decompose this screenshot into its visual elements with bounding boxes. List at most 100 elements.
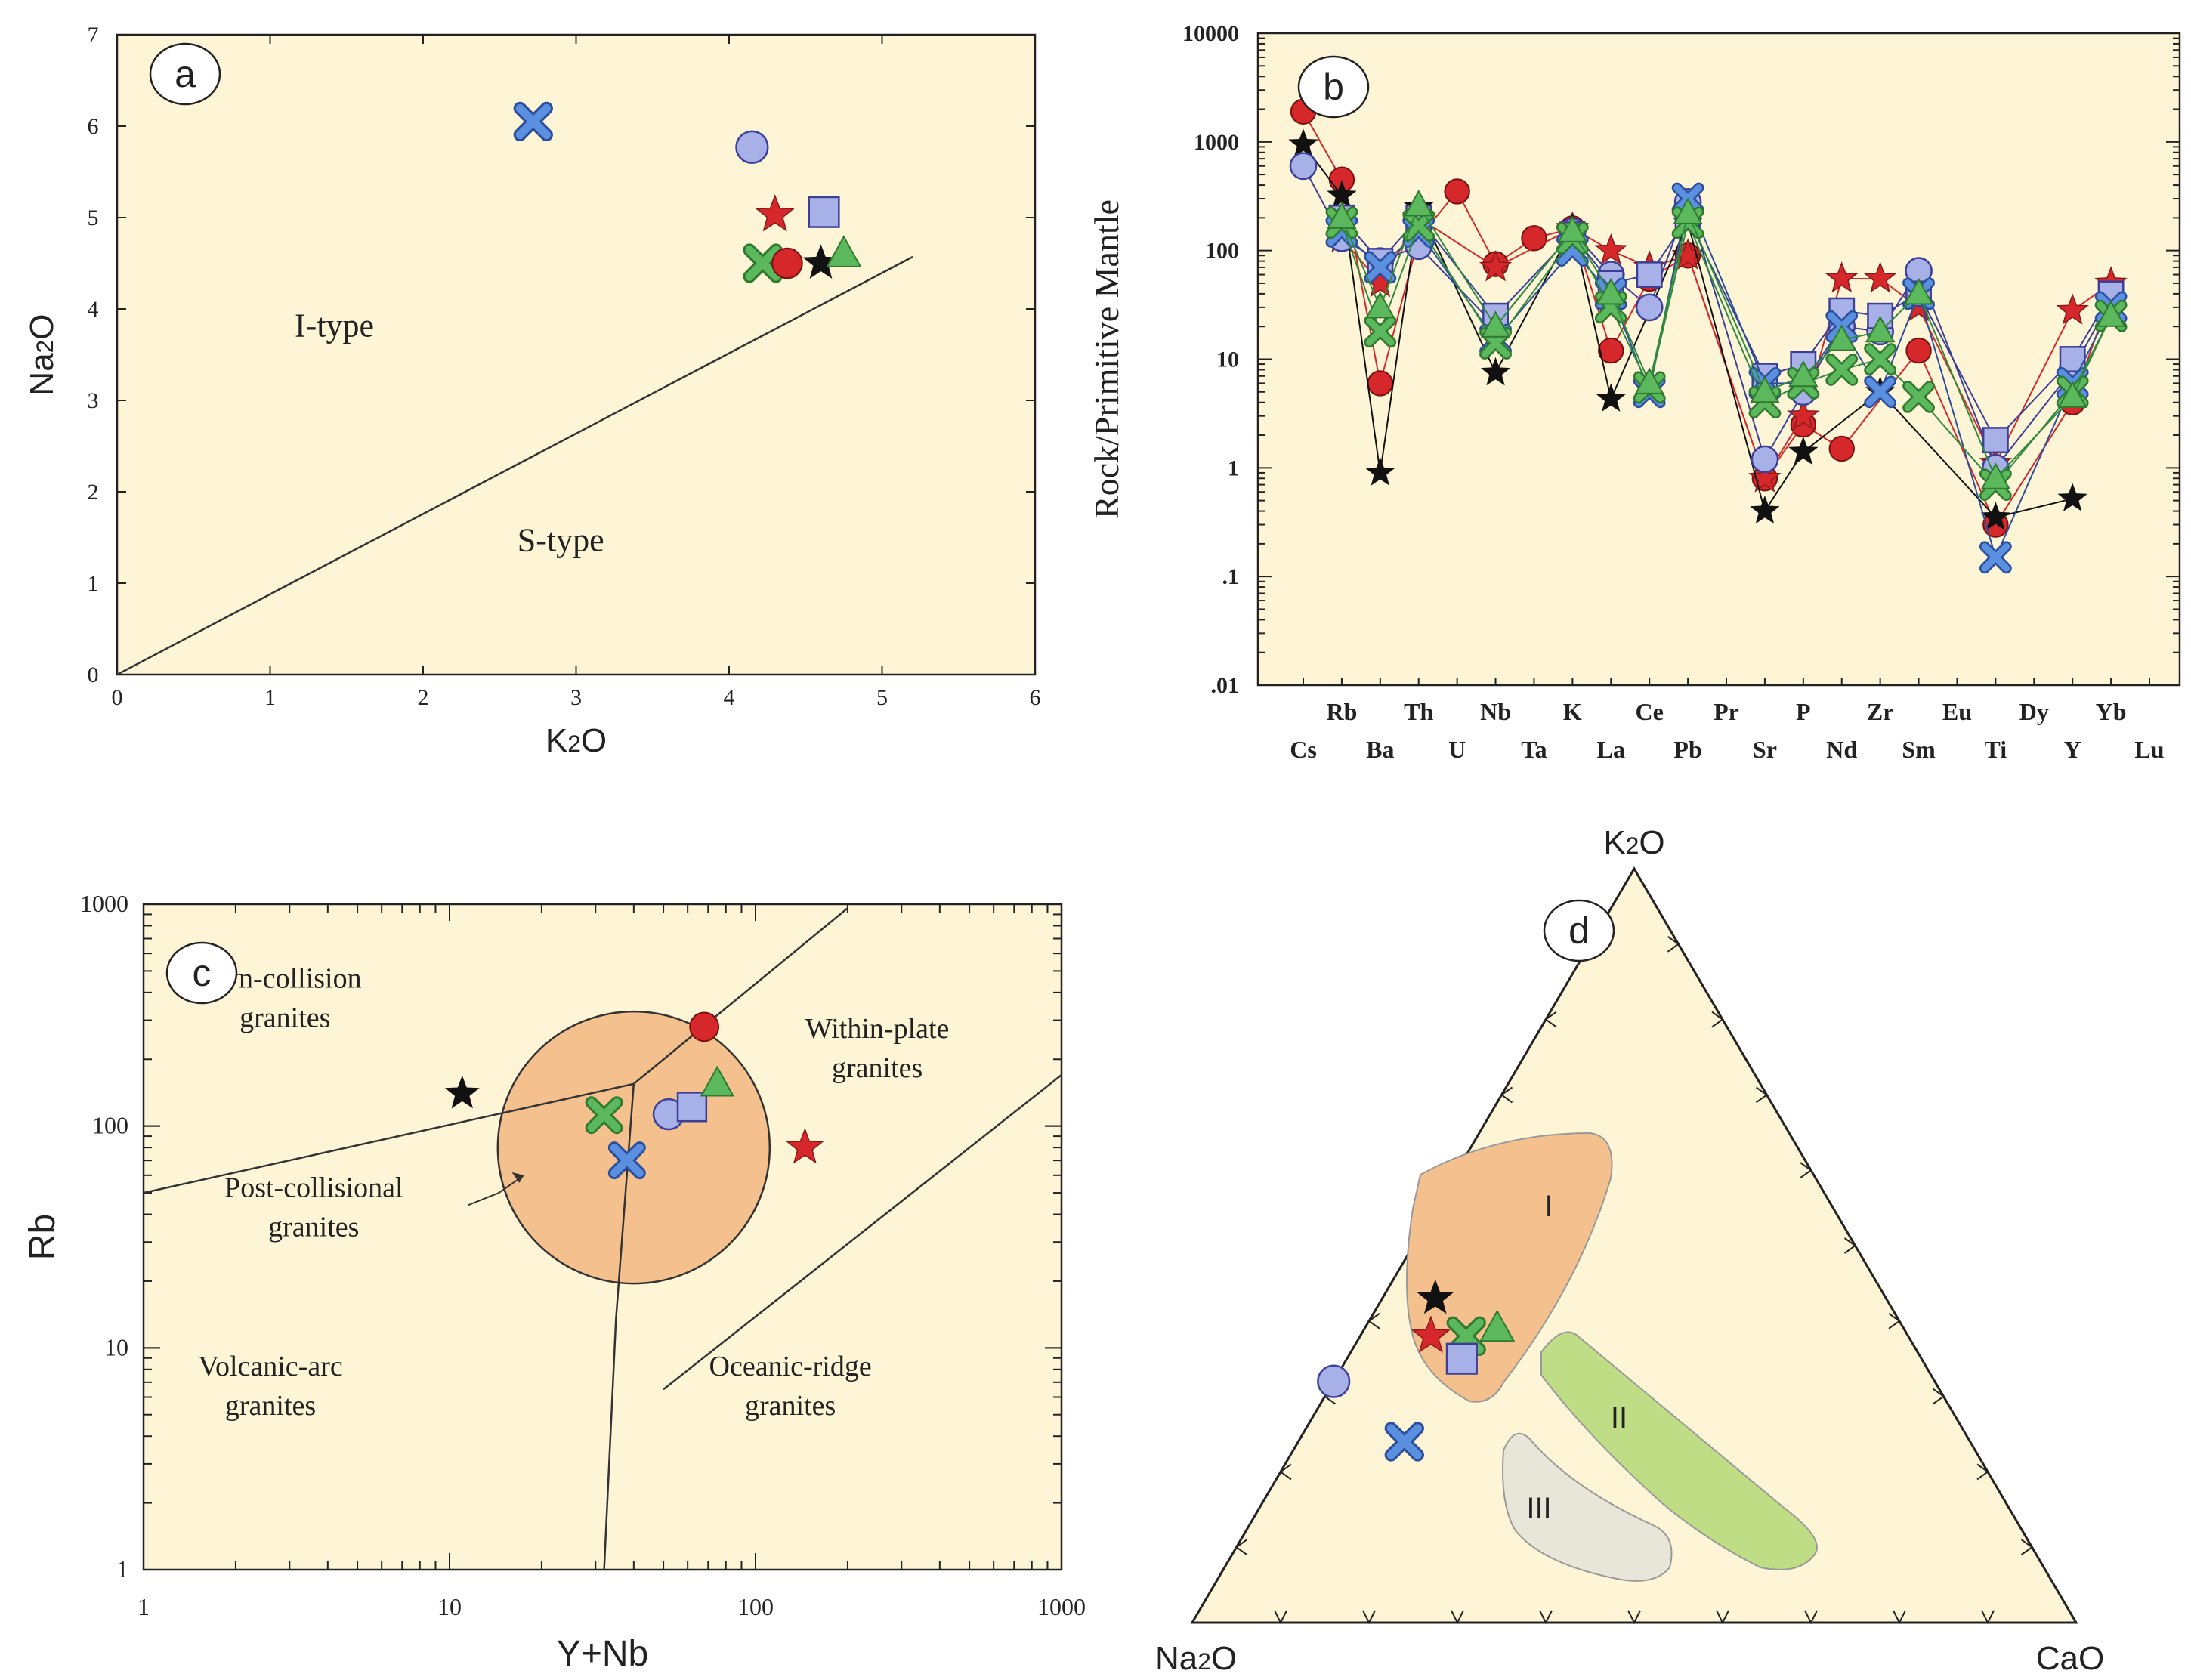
x-tick-label-top: K [1563,698,1582,725]
point-blue-cross [513,101,553,142]
point-green-triangle [1404,190,1434,217]
point-red-circle [1444,178,1470,205]
x-tick-label-top: Rb [1326,698,1357,725]
point-black-star [802,244,839,279]
point-green-triangle [826,235,862,267]
panel-label-text: b [1323,66,1344,108]
panel-label-text: d [1568,909,1590,952]
panel-label-circle [1543,899,1615,962]
panel-label-circle [1297,55,1370,119]
point-lilac-circle [1751,445,1779,474]
x-tick-label: 6 [1030,685,1041,710]
x-tick-label: 1 [264,685,276,710]
x-tick-label: 0 [112,685,123,710]
boundary-ocean-within [663,1074,1062,1391]
point-green-triangle [700,1065,735,1097]
x-tick-label: 10 [437,1593,462,1620]
point-red-circle [1521,225,1547,252]
point-lilac-square [1982,427,2009,454]
tick-right [1888,1312,1901,1329]
point-black-star [1980,502,2011,530]
tick-right [1667,935,1680,953]
point-red-star [1411,1315,1451,1353]
field-iii [1502,1432,1673,1582]
point-red-star [1825,261,1859,293]
x-tick-label-top: Th [1404,698,1433,725]
point-black-star [1288,128,1318,157]
point-blue-cross-fill [1386,1424,1422,1459]
y-tick-label: 1 [1228,456,1239,480]
tick-right [1976,1463,1989,1481]
x-tick-label-top: P [1796,698,1811,725]
point-blue-cross-fill [1981,542,2010,572]
x-tick-label: 1 [138,1593,150,1620]
point-red-star [1479,250,1513,282]
boundary-syn-within [633,907,848,1085]
y-axis-label: Na2O [23,313,60,395]
point-red-star [2056,293,2089,325]
point-green-triangle [1903,277,1934,305]
y-tick-label: 1000 [80,890,128,917]
point-red-circle [689,1011,720,1042]
point-red-circle [1367,370,1394,397]
panel-b: 10000 1000 100 10 1 .1 .01 Rb Th Nb K Ce Pr P Zr Eu Dy Yb… [1087,21,2181,763]
point-green-triangle [1480,310,1511,338]
point-green-triangle [2057,381,2087,408]
point-green-triangle [1865,315,1896,343]
x-tick-label-bottom: Lu [2134,736,2164,763]
panel-label-circle [165,941,238,1005]
tick-right [1800,1162,1812,1179]
tick-left [1500,1086,1513,1104]
panel-label-text: c [193,952,212,994]
point-green-cross [743,243,783,283]
boundary-syn-volcanic [143,1082,635,1194]
panel-c: 1 10 100 10001101001000Syn-collisiongranite… [23,890,1086,1674]
point-green-triangle [1479,1309,1516,1342]
x-tick-label-bottom: Nd [1826,736,1857,763]
apex-label-k2o: K2O [1603,824,1664,861]
x-tick-label-bottom: Sm [1902,736,1936,763]
point-green-cross [1864,343,1897,375]
point-green-cross [1902,380,1935,413]
point-red-star [755,193,795,232]
boundary-line [116,255,913,676]
point-blue-cross-fill [515,103,551,140]
x-tick-label-top: Ce [1636,698,1664,725]
series-line-green-cross [1340,220,2112,486]
tick-right [1755,1086,1769,1104]
y-tick-label: 10 [104,1333,128,1360]
y-tick-label: 1000 [1194,130,1239,155]
point-red-star [1748,461,1782,493]
point-blue-cross-fill [610,1144,644,1178]
point-blue-cross [607,1141,646,1180]
point-black-star [1788,436,1819,465]
field-label-ii: II [1611,1401,1627,1434]
x-tick-label: 5 [876,685,888,710]
y-tick-label: 10000 [1182,21,1239,46]
tick-left [1279,1463,1292,1481]
point-green-triangle [1365,291,1395,319]
x-tick-label-bottom: Cs [1290,736,1317,763]
point-lilac-square [1636,261,1663,289]
tick-bottom [1627,1610,1641,1625]
x-tick-label-top: Nb [1480,698,1511,725]
point-green-triangle [1673,197,1703,224]
point-green-triangle [1634,367,1664,394]
point-green-cross [1364,315,1397,348]
y-tick-label: .1 [1222,564,1240,589]
point-green-triangle [1788,360,1819,388]
point-black-star [1365,457,1395,486]
point-red-circle [1828,435,1855,462]
point-green-triangle [1557,215,1588,242]
point-lilac-circle [1317,1364,1351,1398]
point-green-triangle [1327,202,1357,229]
x-axis-label: Y+Nb [557,1634,648,1674]
point-black-star [1480,357,1511,386]
point-black-star [2057,483,2087,511]
point-black-star [1596,383,1626,412]
tick-bottom [1362,1610,1376,1625]
tick-bottom [1804,1610,1818,1625]
y-tick-label: 10 [1216,347,1239,372]
